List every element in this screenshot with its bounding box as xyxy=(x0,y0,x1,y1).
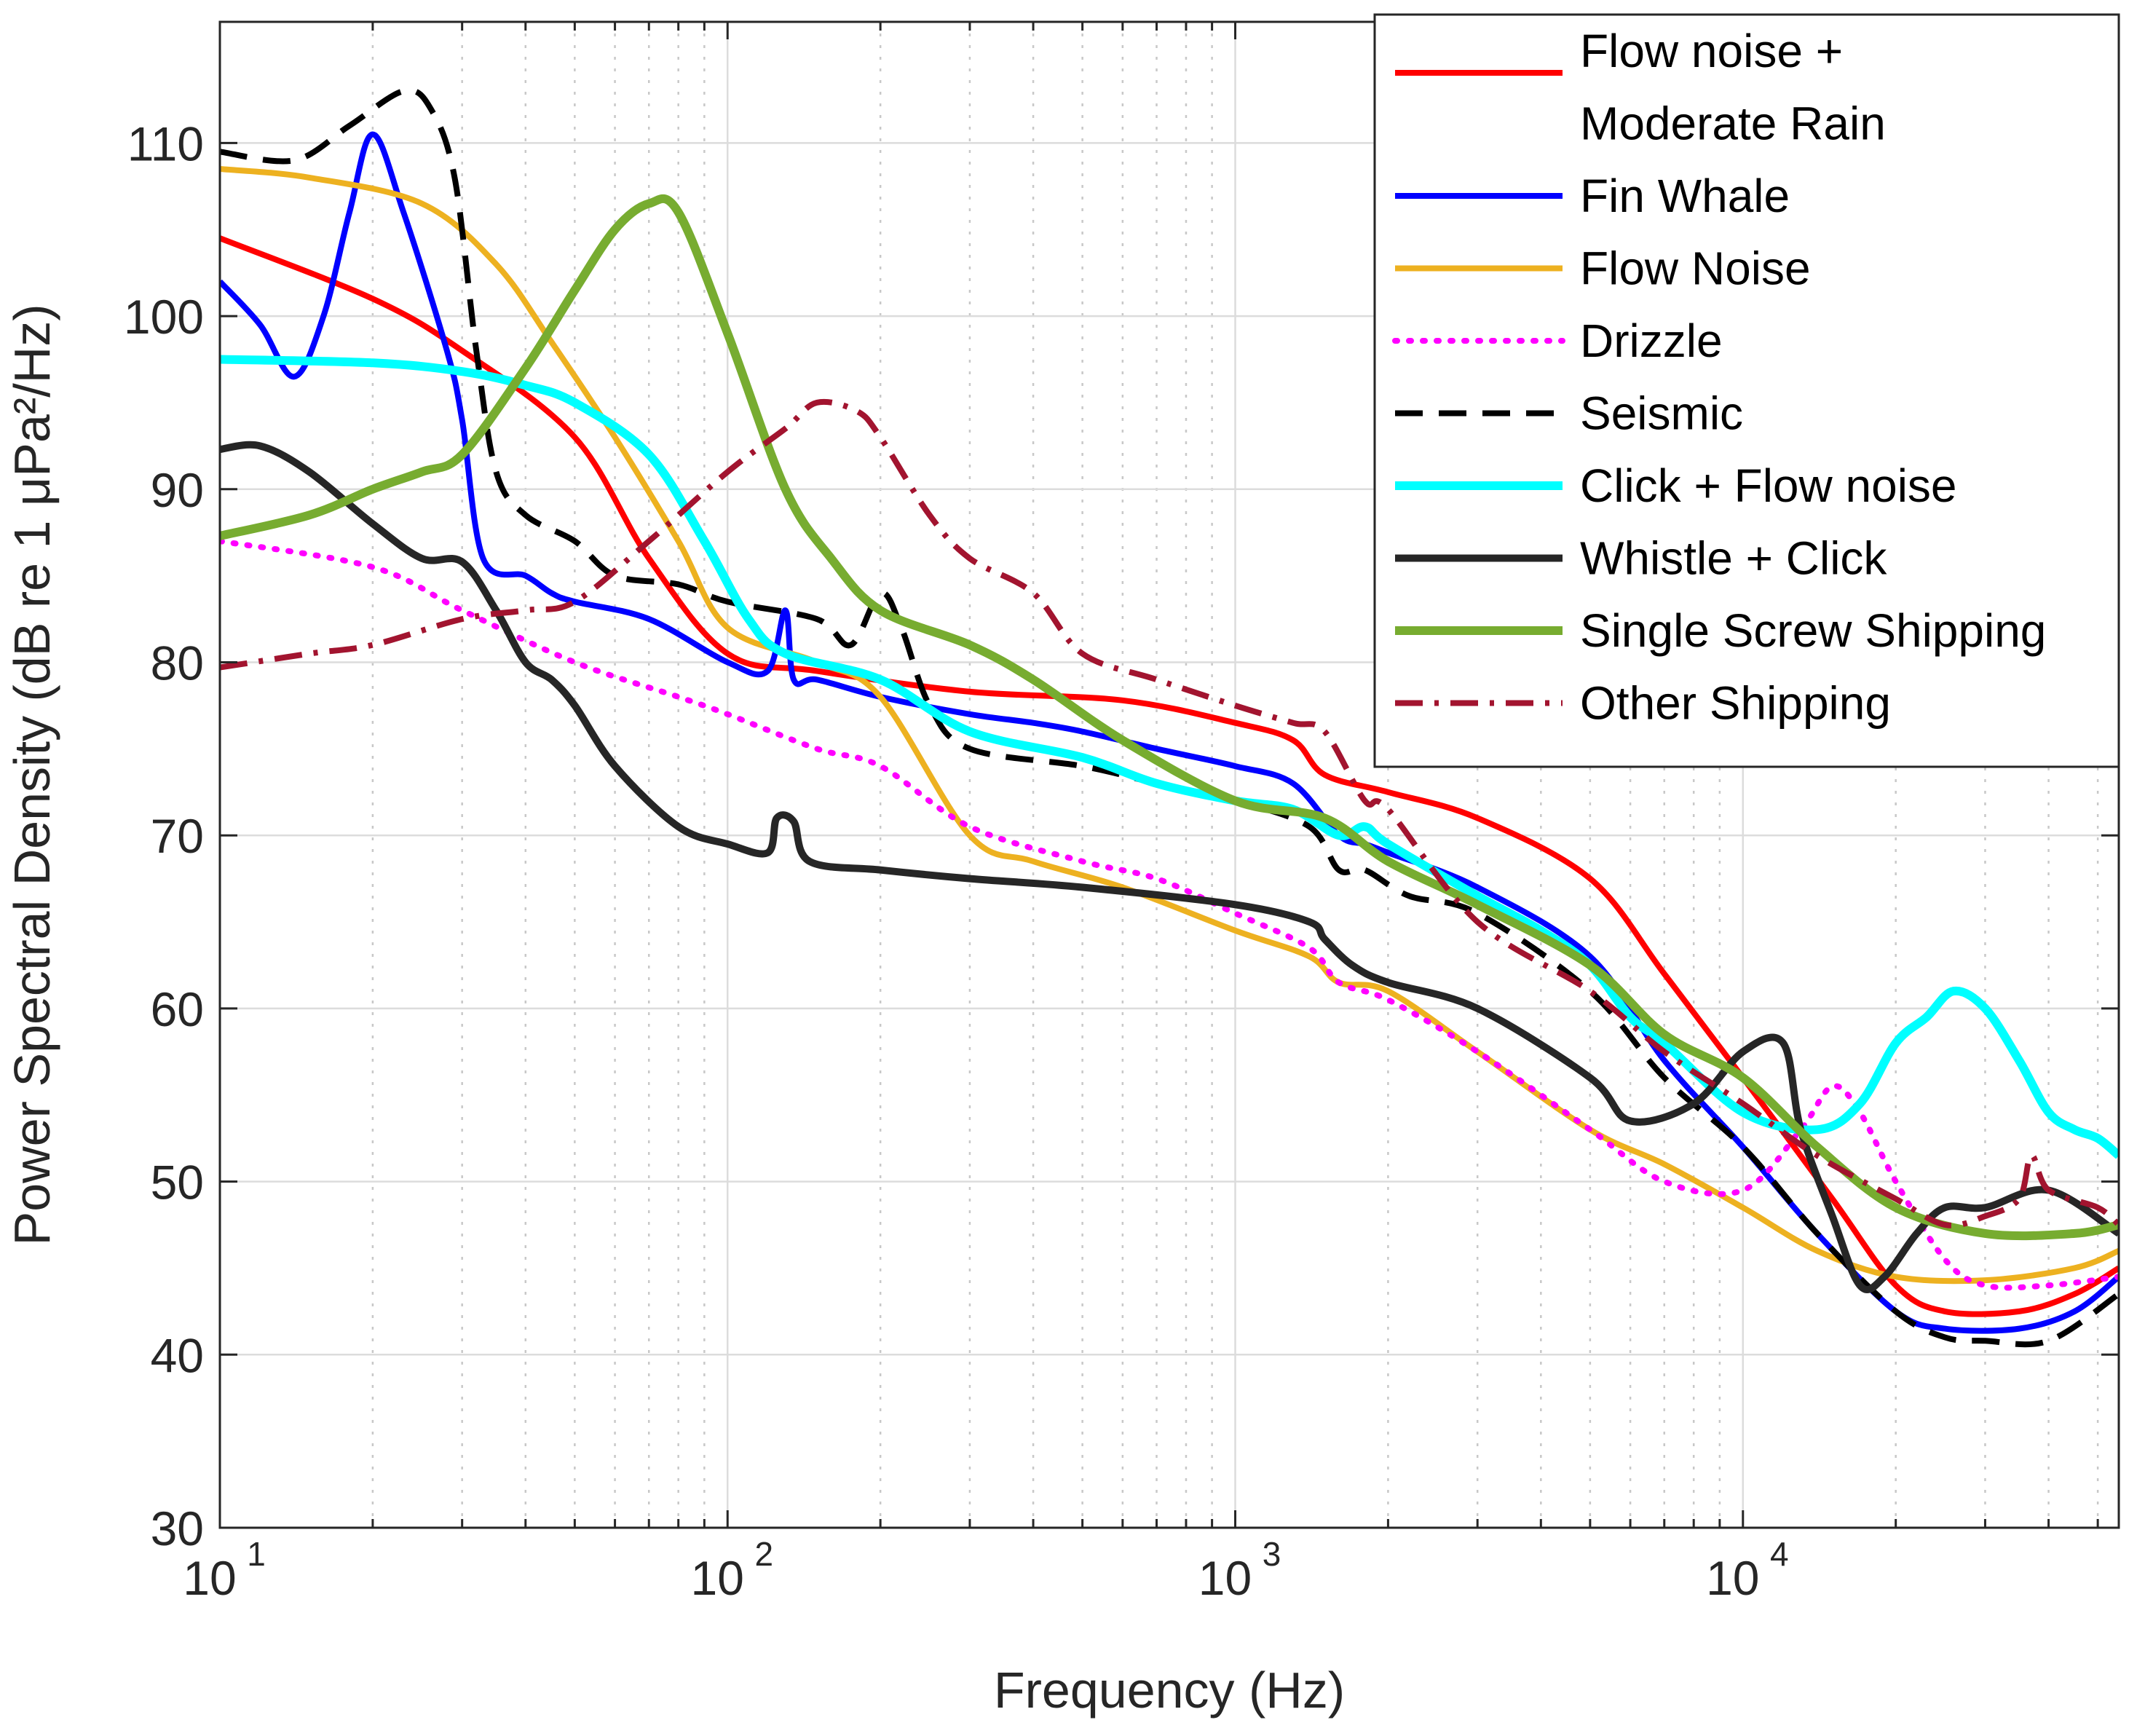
y-tick-label: 50 xyxy=(151,1156,204,1210)
y-tick-label: 40 xyxy=(151,1328,204,1382)
x-tick-label: 10 xyxy=(1706,1551,1759,1605)
y-tick-label: 60 xyxy=(151,982,204,1036)
x-tick-exponent: 4 xyxy=(1770,1535,1789,1573)
x-tick-label: 10 xyxy=(183,1551,236,1605)
legend-label-7: Single Screw Shipping xyxy=(1580,604,2046,657)
series-layer xyxy=(220,87,2119,1348)
y-tick-label: 30 xyxy=(151,1502,204,1555)
legend-box xyxy=(1373,13,2120,768)
y-axis-label: Power Spectral Density (dB re 1 μPa²/Hz) xyxy=(4,304,60,1246)
legend-label-5: Click + Flow noise xyxy=(1580,459,1957,512)
x-tick-exponent: 1 xyxy=(247,1535,266,1573)
legend-label-4: Seismic xyxy=(1580,387,1743,440)
x-tick-exponent: 3 xyxy=(1263,1535,1281,1573)
series-line-3 xyxy=(220,538,2119,1291)
series-line-4 xyxy=(220,87,2119,1348)
x-tick-label: 10 xyxy=(1198,1551,1252,1605)
y-tick-label: 70 xyxy=(151,809,204,863)
legend-label-1: Fin Whale xyxy=(1580,170,1790,222)
legend-label-0: Flow noise + xyxy=(1580,25,1843,77)
series-line-8 xyxy=(220,398,2119,1228)
y-tick-label: 80 xyxy=(151,636,204,690)
legend-label-8: Other Shipping xyxy=(1580,677,1891,730)
x-tick-label: 10 xyxy=(691,1551,744,1605)
series-line-5 xyxy=(220,355,2119,1159)
legend-label-2: Flow Noise xyxy=(1580,242,1811,295)
series-line-7 xyxy=(220,194,2119,1241)
legend: Flow noise + Moderate Rain Fin Whale Flow N… xyxy=(1373,13,2120,768)
legend-label-3: Drizzle xyxy=(1580,315,1723,367)
plot-frame xyxy=(218,20,2120,1529)
x-tick-exponent: 2 xyxy=(754,1535,773,1573)
legend-label-0: Moderate Rain xyxy=(1580,98,1886,150)
series-line-2 xyxy=(220,166,2119,1285)
series-line-0 xyxy=(220,235,2119,1317)
series-line-6 xyxy=(220,441,2119,1293)
legend-label-6: Whistle + Click xyxy=(1580,532,1887,585)
x-axis-label: Frequency (Hz) xyxy=(994,1662,1345,1719)
y-tick-label: 90 xyxy=(151,463,204,517)
y-tick-label: 110 xyxy=(127,117,204,170)
y-tick-label: 100 xyxy=(124,290,204,344)
